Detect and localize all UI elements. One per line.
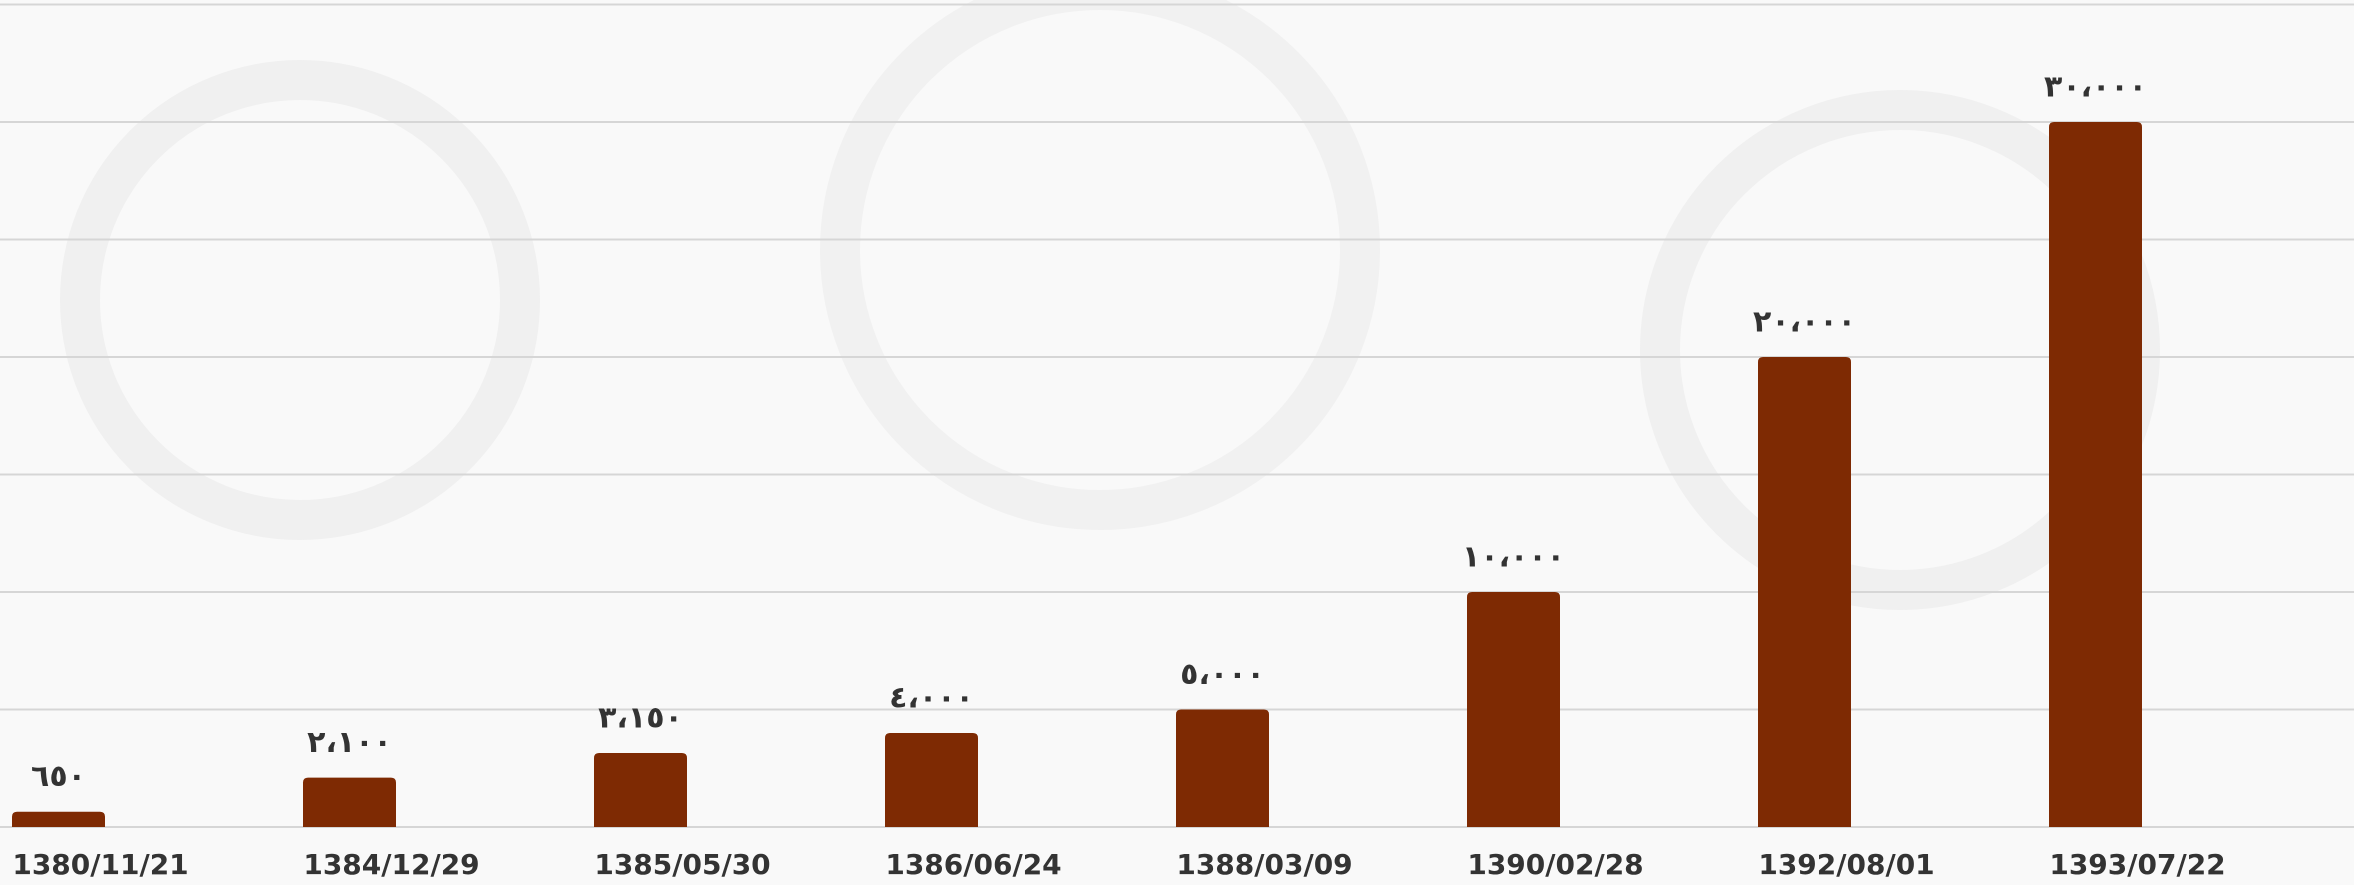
x-tick-label: 1390/02/28 — [1467, 848, 1643, 881]
value-label: ٣٠،٠٠٠ — [2044, 70, 2147, 105]
value-label: ٣،١٥٠ — [598, 700, 683, 735]
value-label: ٤،٠٠٠ — [889, 681, 974, 716]
x-tick-label: 1386/06/24 — [885, 848, 1061, 881]
bar — [12, 811, 105, 827]
value-label: ٦٥٠ — [31, 759, 86, 794]
x-tick-label: 1392/08/01 — [1758, 848, 1934, 881]
value-label: ٢٠،٠٠٠ — [1753, 305, 1856, 340]
bar — [303, 777, 396, 827]
bar — [2049, 122, 2142, 827]
bar — [1467, 592, 1560, 827]
x-tick-label: 1393/07/22 — [2049, 848, 2225, 881]
bar — [1758, 357, 1851, 827]
x-tick-label: 1380/11/21 — [12, 848, 188, 881]
x-tick-label: 1388/03/09 — [1176, 848, 1352, 881]
x-tick-label: 1384/12/29 — [303, 848, 479, 881]
value-label: ٢،١٠٠ — [307, 725, 392, 760]
value-label: ٥،٠٠٠ — [1180, 657, 1265, 692]
x-tick-label: 1385/05/30 — [594, 848, 770, 881]
bar — [594, 752, 687, 827]
background-pattern — [60, 0, 2160, 610]
bar — [885, 733, 978, 827]
value-label: ١٠،٠٠٠ — [1462, 540, 1565, 575]
bar — [1176, 709, 1269, 827]
